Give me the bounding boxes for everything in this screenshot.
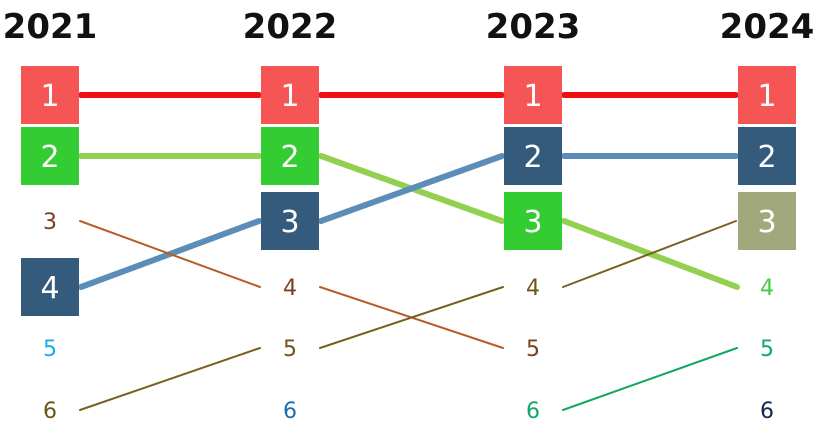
rank-label: 2	[523, 140, 542, 175]
rank-node-2023-5: 5	[526, 337, 540, 362]
rank-label: 5	[283, 337, 297, 362]
rank-node-2021-4: 4	[21, 258, 79, 316]
rank-node-2021-1: 1	[21, 66, 79, 124]
connector-12	[319, 286, 504, 349]
rank-label: 6	[43, 399, 57, 423]
rank-box	[738, 66, 796, 124]
year-headers: 2021 2022 2023 2024	[3, 7, 815, 47]
rank-label: 2	[757, 140, 776, 175]
rank-box	[21, 66, 79, 124]
connector-9	[79, 220, 261, 288]
rank-box	[21, 127, 79, 185]
rank-box	[261, 127, 319, 185]
rank-node-2021-3: 3	[43, 210, 57, 235]
rank-label: 3	[43, 210, 57, 235]
rank-node-2023-3: 3	[504, 192, 562, 250]
rank-node-2024-6: 6	[760, 399, 774, 423]
rank-label: 4	[283, 276, 297, 301]
rank-label: 3	[280, 205, 299, 240]
rank-box	[738, 127, 796, 185]
rank-label: 1	[757, 79, 776, 114]
rank-node-2023-6: 6	[526, 399, 540, 423]
rank-label: 5	[760, 337, 774, 362]
nodes-layer: 1 2 3 4 5 6 1 2 3 4 5 6 1 2 3 4 5 6 1 2 3 4 5 6	[21, 66, 796, 423]
connector-11	[79, 347, 261, 411]
year-header-2023: 2023	[486, 7, 581, 47]
rank-node-2022-3: 3	[261, 192, 319, 250]
connector-7	[318, 153, 505, 224]
rank-box	[504, 66, 562, 124]
rank-box	[504, 127, 562, 185]
rank-label: 2	[280, 140, 299, 175]
rank-label: 6	[526, 399, 540, 423]
year-header-2021: 2021	[3, 7, 98, 47]
rank-box	[504, 192, 562, 250]
rank-label: 6	[283, 399, 297, 423]
rank-node-2022-4: 4	[283, 276, 297, 301]
rank-node-2021-6: 6	[43, 399, 57, 423]
year-header-2024: 2024	[720, 7, 815, 47]
rank-node-2022-6: 6	[283, 399, 297, 423]
connections-layer	[78, 92, 740, 411]
rank-node-2024-4: 4	[760, 276, 774, 301]
rank-label: 5	[43, 337, 57, 362]
rank-label: 6	[760, 399, 774, 423]
rank-node-2024-1: 1	[738, 66, 796, 124]
rank-label: 2	[40, 140, 59, 175]
rank-node-2022-5: 5	[283, 337, 297, 362]
rank-label: 1	[40, 79, 59, 114]
rank-node-2023-1: 1	[504, 66, 562, 124]
rank-box	[261, 192, 319, 250]
rank-node-2024-2: 2	[738, 127, 796, 185]
rank-label: 1	[280, 79, 299, 114]
rank-node-2021-5: 5	[43, 337, 57, 362]
rank-node-2024-5: 5	[760, 337, 774, 362]
rank-node-2022-1: 1	[261, 66, 319, 124]
rank-node-2023-4: 4	[526, 276, 540, 301]
rank-label: 4	[760, 276, 774, 301]
rank-node-2024-3: 3	[738, 192, 796, 250]
rank-node-2022-2: 2	[261, 127, 319, 185]
year-header-2022: 2022	[243, 7, 338, 47]
rank-label: 4	[40, 271, 59, 306]
rank-box	[738, 192, 796, 250]
rank-box	[261, 66, 319, 124]
rank-label: 3	[757, 205, 776, 240]
rank-node-2021-2: 2	[21, 127, 79, 185]
rank-node-2023-2: 2	[504, 127, 562, 185]
connector-13	[562, 220, 737, 288]
rank-box	[21, 258, 79, 316]
connector-14	[562, 347, 738, 411]
rank-label: 5	[526, 337, 540, 362]
rank-label: 1	[523, 79, 542, 114]
rank-label: 4	[526, 276, 540, 301]
rank-label: 3	[523, 205, 542, 240]
